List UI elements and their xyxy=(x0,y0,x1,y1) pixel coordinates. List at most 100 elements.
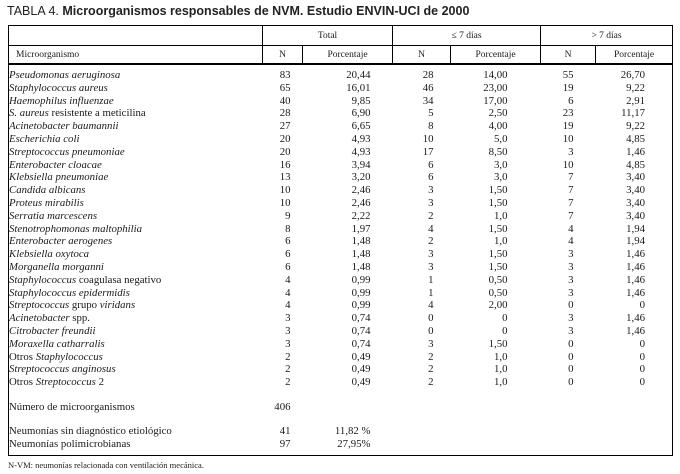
total-percent-cell: 0,99 xyxy=(351,299,371,312)
le7-n-cell: 4 xyxy=(428,299,434,312)
total-n-cell: 2 xyxy=(285,376,291,389)
table-row: Enterobacter cloacae 16 3,94 6 3,0 10 4,… xyxy=(9,159,673,172)
gt7-n-cell: 0 xyxy=(568,337,574,350)
microorganism-name: Stenotrophomonas maltophilia xyxy=(9,222,143,235)
total-n-cell: 83 xyxy=(279,69,291,81)
microorganism-name: Enterobacter cloacae xyxy=(9,158,102,171)
microorganism-name: Candida albicans xyxy=(9,184,86,197)
summary-polymicrobial-label: Neumonías polimicrobianas xyxy=(9,437,131,450)
microorganism-name: Acinetobacter spp. xyxy=(9,312,90,325)
total-percent-cell: 2,46 xyxy=(351,196,371,209)
microorganism-name: Enterobacter aerogenes xyxy=(9,235,113,248)
le7-percent-cell: 0 xyxy=(502,312,508,325)
le7-n-cell: 17 xyxy=(422,145,434,158)
total-n-cell: 6 xyxy=(285,235,291,248)
total-n-cell: 4 xyxy=(285,299,291,312)
le7-n-cell: 0 xyxy=(428,312,434,325)
gt7-n-cell: 3 xyxy=(568,145,574,158)
table-row: Streptococcus grupo viridans 4 0,99 4 2,… xyxy=(9,299,673,312)
total-percent-cell: 0,99 xyxy=(351,286,371,299)
column-header-le7-percent: Porcentaje xyxy=(450,45,542,65)
total-percent-cell: 1,48 xyxy=(351,235,371,248)
total-percent-cell: 6,90 xyxy=(351,107,371,120)
summary-no-diagnosis-row: Neumonías sin diagnóstico etiológico 41 … xyxy=(9,425,673,438)
group-header-row: Total ≤ 7 días > 7 días xyxy=(8,25,673,46)
gt7-n-cell: 23 xyxy=(562,107,574,120)
gt7-percent-cell: 3,40 xyxy=(626,196,646,209)
total-percent-cell: 0,99 xyxy=(351,273,371,286)
microorganism-name: Staphylococcus aureus xyxy=(9,81,108,94)
le7-n-cell: 1 xyxy=(428,273,434,286)
total-n-cell: 4 xyxy=(285,286,291,299)
gt7-percent-cell: 11,17 xyxy=(621,107,646,120)
summary-total-n: 406 xyxy=(274,400,291,413)
group-header-empty xyxy=(8,25,263,46)
total-n-cell: 2 xyxy=(285,363,291,376)
table-row: Enterobacter aerogenes 6 1,48 2 1,0 4 1,… xyxy=(9,235,673,248)
le7-percent-cell: 4,00 xyxy=(488,120,508,133)
total-n-cell: 6 xyxy=(285,248,291,261)
summary-no-diagnosis-n: 41 xyxy=(279,424,291,437)
total-percent-cell: 2,46 xyxy=(351,184,371,197)
microorganism-name: Streptococcus pneumoniae xyxy=(9,145,125,158)
microorganism-name: Pseudomonas aeruginosa xyxy=(9,69,121,81)
table-row: Staphylococcus aureus 65 16,01 46 23,00 … xyxy=(9,82,673,95)
total-n-cell: 27 xyxy=(279,120,291,133)
summary-section: Número de microorganismos 406 Neumonías … xyxy=(9,389,673,456)
gt7-percent-cell: 1,46 xyxy=(626,286,646,299)
summary-polymicrobial-row: Neumonías polimicrobianas 97 27,95% xyxy=(9,438,673,451)
gt7-percent-cell: 0 xyxy=(639,350,646,363)
column-header-gt7-n: N xyxy=(540,45,597,65)
le7-n-cell: 6 xyxy=(428,158,434,171)
le7-percent-cell: 5,0 xyxy=(494,132,508,145)
table-row: Acinetobacter spp. 3 0,74 0 0 3 1,46 xyxy=(9,312,673,325)
gt7-percent-cell: 1,94 xyxy=(626,222,646,235)
microorganism-name: Otros Streptococcus 2 xyxy=(9,376,104,389)
column-header-le7-n: N xyxy=(392,45,452,65)
microorganism-name: Klebsiella oxytoca xyxy=(9,248,90,261)
table-row: Streptococcus pneumoniae 20 4,93 17 8,50… xyxy=(9,146,673,159)
microorganism-name: Streptococcus grupo viridans xyxy=(9,299,136,312)
gt7-n-cell: 19 xyxy=(562,120,574,133)
spacer-row xyxy=(9,389,673,401)
microorganism-name: Otros Staphylococcus xyxy=(9,350,103,363)
gt7-n-cell: 7 xyxy=(568,184,574,197)
total-n-cell: 10 xyxy=(279,196,291,209)
total-n-cell: 6 xyxy=(285,260,291,273)
le7-n-cell: 4 xyxy=(428,222,434,235)
total-n-cell: 3 xyxy=(285,324,291,337)
gt7-percent-cell: 9,22 xyxy=(626,81,646,94)
le7-percent-cell: 2,00 xyxy=(488,299,508,312)
total-percent-cell: 1,48 xyxy=(351,248,371,261)
le7-n-cell: 3 xyxy=(428,184,434,197)
table-row: S. aureus resistente a meticilina 28 6,9… xyxy=(9,107,673,120)
gt7-n-cell: 0 xyxy=(568,350,574,363)
total-n-cell: 3 xyxy=(285,337,291,350)
le7-n-cell: 5 xyxy=(428,107,434,120)
summary-total-label: Número de microorganismos xyxy=(9,400,135,413)
gt7-n-cell: 3 xyxy=(568,286,574,299)
le7-n-cell: 2 xyxy=(428,363,434,376)
microorganism-name: Serratia marcescens xyxy=(9,209,98,222)
le7-percent-cell: 1,50 xyxy=(488,260,508,273)
gt7-n-cell: 6 xyxy=(568,94,574,107)
le7-n-cell: 2 xyxy=(428,235,434,248)
table-row: Stenotrophomonas maltophilia 8 1,97 4 1,… xyxy=(9,223,673,236)
total-percent-cell: 16,01 xyxy=(346,81,371,94)
gt7-percent-cell: 3,40 xyxy=(626,209,646,222)
microorganism-name: Proteus mirabilis xyxy=(9,196,84,209)
gt7-n-cell: 7 xyxy=(568,209,574,222)
table-row: Klebsiella pneumoniae 13 3,20 6 3,0 7 3,… xyxy=(9,171,673,184)
le7-percent-cell: 1,0 xyxy=(494,376,508,389)
le7-percent-cell: 1,50 xyxy=(488,248,508,261)
total-n-cell: 13 xyxy=(279,171,291,184)
gt7-n-cell: 4 xyxy=(568,235,574,248)
total-percent-cell: 0,74 xyxy=(351,312,371,325)
spacer-row xyxy=(9,414,673,425)
total-n-cell: 20 xyxy=(279,132,291,145)
table-row: Pseudomonas aeruginosa 83 20,44 28 14,00… xyxy=(9,69,673,82)
le7-percent-cell: 1,0 xyxy=(494,209,508,222)
group-header-le7-days: ≤ 7 días xyxy=(392,25,542,46)
gt7-n-cell: 3 xyxy=(568,260,574,273)
gt7-percent-cell: 1,46 xyxy=(626,324,646,337)
